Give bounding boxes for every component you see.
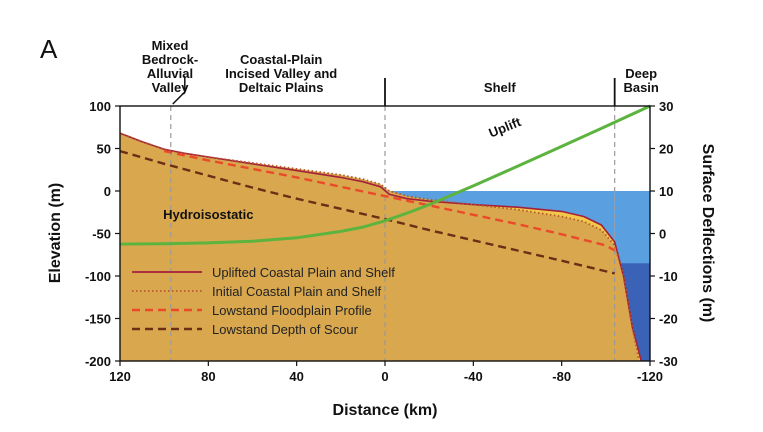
y-tick-label: 50 <box>97 142 111 157</box>
y2-axis-title: Surface Deflections (m) <box>699 144 716 323</box>
x-tick-label: 0 <box>381 369 388 384</box>
region-dividers <box>170 106 616 361</box>
annotation-hydroisostatic: Hydroisostatic <box>163 207 253 222</box>
y-tick-label: 0 <box>104 184 111 199</box>
x-tick-label: -120 <box>637 369 663 384</box>
x-tick-label: 40 <box>289 369 303 384</box>
plot-ticks: 120 80 40 0 -40 -80 -120100500-50-100-150-2003… <box>85 99 678 384</box>
y-axis-title: Elevation (m) <box>47 183 64 283</box>
y2-tick-label: 20 <box>659 142 673 157</box>
x-tick-label: 80 <box>201 369 215 384</box>
y2-tick-label: -30 <box>659 354 678 369</box>
legend-label: Initial Coastal Plain and Shelf <box>212 284 381 299</box>
region-label-line: Deep <box>625 66 657 81</box>
region-label-line: Valley <box>152 80 190 95</box>
y2-tick-label: 30 <box>659 99 673 114</box>
y-tick-label: -50 <box>92 227 111 242</box>
region-label-line: Mixed <box>152 38 189 53</box>
region-label-line: Incised Valley and <box>225 66 337 81</box>
legend-label: Uplifted Coastal Plain and Shelf <box>212 265 395 280</box>
y-tick-label: -200 <box>85 354 111 369</box>
x-tick-label: -40 <box>464 369 483 384</box>
y2-tick-label: -10 <box>659 269 678 284</box>
x-tick-label: 120 <box>109 369 131 384</box>
lowstand-floodplain-line <box>163 149 616 252</box>
lowstand-scour-line <box>119 149 615 275</box>
legend-label: Lowstand Depth of Scour <box>212 322 359 337</box>
uplift-deflection-line <box>119 104 651 246</box>
region-label-line: Deltaic Plains <box>239 80 324 95</box>
y-tick-label: 100 <box>89 99 111 114</box>
region-label-line: Basin <box>623 80 658 95</box>
x-tick-label: -80 <box>552 369 571 384</box>
initial-profile-line <box>119 132 640 362</box>
region-label-line: Bedrock- <box>142 52 198 67</box>
panel-label: A <box>40 34 58 64</box>
sediment-initial-area <box>120 133 639 361</box>
y-tick-label: -100 <box>85 269 111 284</box>
legend: Uplifted Coastal Plain and Shelf Initial … <box>132 265 395 337</box>
region-label-line: Alluvial <box>147 66 193 81</box>
y2-tick-label: -20 <box>659 312 678 327</box>
legend-label: Lowstand Floodplain Profile <box>212 303 372 318</box>
region-label-line: Coastal-Plain <box>240 52 322 67</box>
y2-tick-label: 10 <box>659 184 673 199</box>
y2-tick-label: 0 <box>659 227 666 242</box>
plot-lines <box>119 104 651 362</box>
x-axis-title: Distance (km) <box>333 402 438 419</box>
region-label-line: Shelf <box>484 80 516 95</box>
annotation-uplift: Uplift <box>487 114 524 141</box>
plot-fills <box>120 133 650 361</box>
region-boundary-marker <box>172 76 186 105</box>
y-tick-label: -150 <box>85 312 111 327</box>
